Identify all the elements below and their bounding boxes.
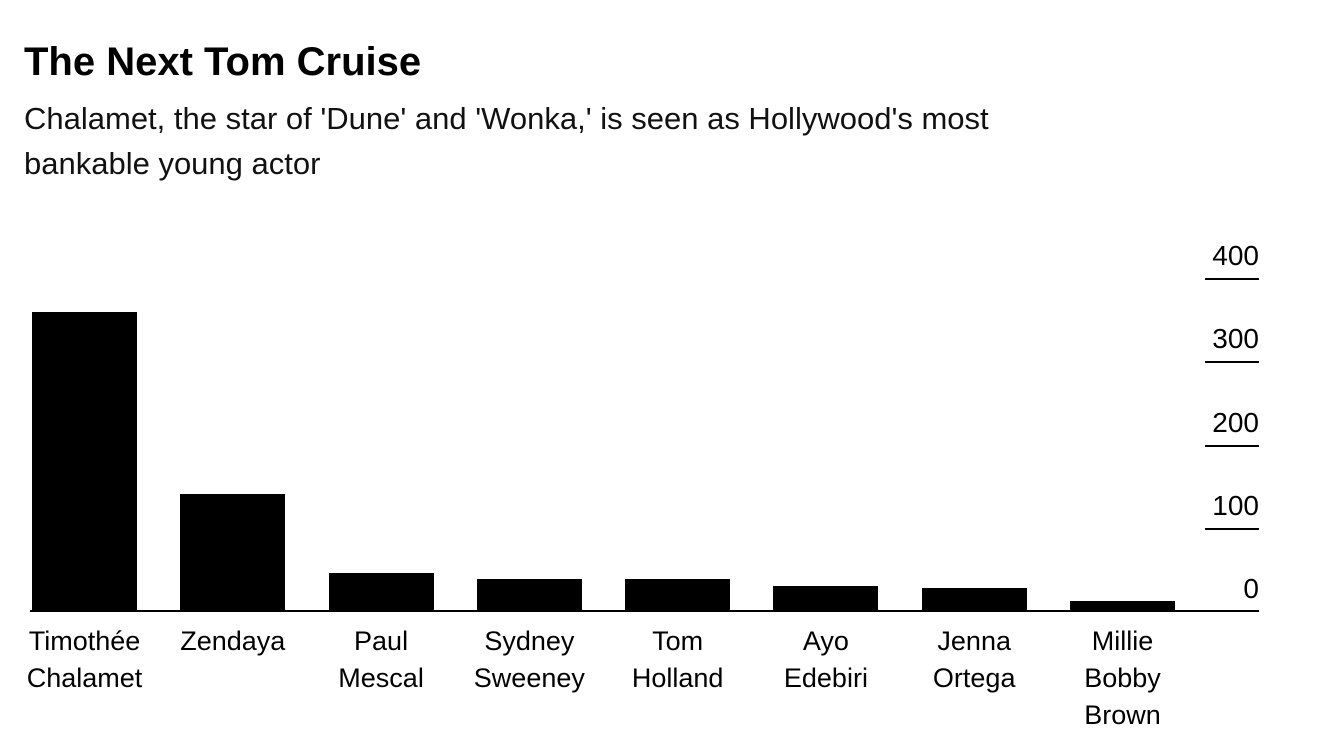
y-axis-tick-line <box>1205 361 1259 364</box>
chart-title: The Next Tom Cruise <box>24 40 422 84</box>
x-tick-label-line: Sydney <box>484 626 575 656</box>
bar <box>32 312 137 612</box>
x-tick-label-line: Ortega <box>932 663 1016 693</box>
x-tick-label-line: Jenna <box>937 626 1011 656</box>
x-tick-label-line: Timothée <box>28 626 141 656</box>
bar <box>625 579 731 612</box>
x-tick-label: Tom Holland <box>598 623 758 697</box>
x-tick-label-line: Mescal <box>338 663 424 693</box>
x-tick-label-line: Bobby <box>1084 663 1161 693</box>
y-axis-tick-label: 0 <box>1243 573 1259 604</box>
bar <box>773 586 879 612</box>
bar <box>476 579 582 612</box>
y-axis-tick-line <box>1205 444 1259 447</box>
x-tick-label: Paul Mescal <box>301 623 461 697</box>
y-axis-tick-label: 100 <box>1212 489 1259 521</box>
x-tick-label-line: Holland <box>631 663 724 693</box>
x-tick-label: Sydney Sweeney <box>449 623 609 697</box>
x-tick-label-line: Millie <box>1091 626 1154 656</box>
x-tick-label: Millie Bobby Brown <box>1042 623 1202 734</box>
y-axis-tick-label: 400 <box>1212 240 1259 271</box>
x-tick-label-line: Zendaya <box>180 626 286 656</box>
y-axis-tick-label: 300 <box>1212 323 1259 355</box>
x-tick-label: Timothée Chalamet <box>5 623 165 697</box>
x-tick-label: Ayo Edebiri <box>746 623 906 697</box>
x-tick-label-line: Tom <box>652 626 704 656</box>
chart-subtitle: Chalamet, the star of 'Dune' and 'Wonka,… <box>24 96 989 186</box>
y-axis-tick-label: 200 <box>1212 406 1259 438</box>
x-tick-label-line: Edebiri <box>783 663 868 693</box>
bar <box>1069 601 1175 612</box>
bar <box>921 588 1027 612</box>
y-axis-tick-line <box>1205 278 1259 280</box>
bar <box>328 573 434 612</box>
chart-subtitle-line-1: Chalamet, the star of 'Dune' and 'Wonka,… <box>24 101 989 136</box>
chart-subtitle-line-2: bankable young actor <box>24 146 321 181</box>
x-tick-label: Jenna Ortega <box>894 623 1054 697</box>
x-tick-label: Zendaya <box>153 623 313 660</box>
x-tick-label-line: Brown <box>1084 700 1161 730</box>
x-tick-label-line: Sweeney <box>473 663 585 693</box>
x-tick-label-line: Ayo <box>802 626 849 656</box>
x-tick-label-line: Chalamet <box>26 663 143 693</box>
x-tick-label-line: Paul <box>354 626 409 656</box>
bar <box>180 494 286 612</box>
y-axis-tick-line <box>1205 527 1259 530</box>
